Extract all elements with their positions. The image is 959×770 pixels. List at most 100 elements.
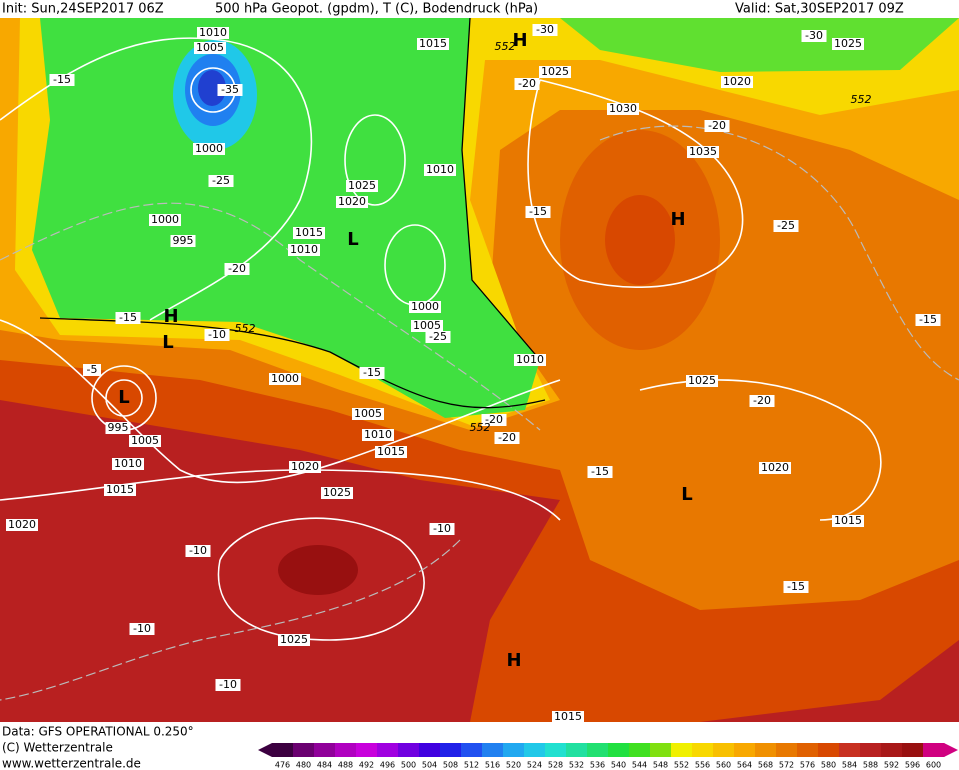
pressure-center: H	[670, 209, 685, 230]
pressure-label-box	[352, 408, 384, 420]
pressure-label-box	[607, 103, 639, 115]
temperature-label: -20	[753, 394, 771, 407]
temperature-label: -35	[221, 83, 239, 96]
temperature-label: -20	[485, 413, 503, 426]
temperature-label-box	[494, 432, 520, 444]
colorbar-swatch	[713, 743, 735, 757]
pressure-label-box	[417, 38, 449, 50]
pressure-label: 1000	[151, 213, 179, 226]
pressure-label: 1010	[199, 26, 227, 39]
pressure-label: 1020	[723, 75, 751, 88]
temperature-label-box	[514, 78, 540, 90]
colorbar-label: 596	[905, 761, 920, 770]
pressure-label: 1005	[196, 41, 224, 54]
pressure-label: 1025	[280, 633, 308, 646]
temperature-label: -15	[119, 311, 137, 324]
pressure-label: 1025	[541, 65, 569, 78]
colorbar-swatch	[419, 743, 441, 757]
pressure-label: 1025	[834, 37, 862, 50]
colorbar-label: 508	[443, 761, 458, 770]
temperature-label: -20	[518, 77, 536, 90]
colorbar-label: 500	[401, 761, 416, 770]
map-title: 500 hPa Geopot. (gpdm), T (C), Bodendruc…	[215, 2, 538, 17]
temperature-label: -20	[228, 262, 246, 275]
pressure-label: 1010	[364, 428, 392, 441]
pressure-label: 1020	[8, 518, 36, 531]
colorbar-swatch	[272, 743, 294, 757]
pressure-label: 1035	[689, 145, 717, 158]
pressure-label: 1010	[426, 163, 454, 176]
pressure-label-box	[832, 515, 864, 527]
colorbar-swatch	[818, 743, 840, 757]
colorbar-label: 544	[632, 761, 647, 770]
pressure-label-box	[194, 42, 226, 54]
isotherm	[0, 202, 541, 431]
pressure-label: 1020	[291, 460, 319, 473]
temperature-label-box	[83, 364, 101, 376]
temperature-label-box	[49, 74, 75, 86]
colorbar-swatch	[923, 743, 945, 757]
isobar	[0, 319, 561, 484]
colorbar-label: 548	[653, 761, 668, 770]
colorbar-swatch	[797, 743, 819, 757]
pressure-label: 1020	[761, 461, 789, 474]
pressure-label: 995	[173, 234, 194, 247]
temperature-label: -10	[219, 678, 237, 691]
pressure-center: H	[512, 30, 527, 51]
temperature-label: -15	[363, 366, 381, 379]
temperature-label: -15	[787, 580, 805, 593]
data-source: Data: GFS OPERATIONAL 0.250°	[2, 725, 194, 739]
pressure-label: 1015	[377, 445, 405, 458]
colorbar-swatch	[692, 743, 714, 757]
pressure-label-box	[278, 634, 310, 646]
colorbar-label: 560	[716, 761, 731, 770]
colorbar-label: 552	[674, 761, 689, 770]
colorbar-swatch	[356, 743, 378, 757]
height-label: 552	[851, 93, 872, 106]
pressure-label-box	[129, 435, 161, 447]
pressure-label-box	[197, 27, 229, 39]
pressure-label-box	[105, 422, 131, 434]
pressure-label: 1025	[348, 179, 376, 192]
isotherm	[599, 125, 959, 381]
pressure-label: 1000	[271, 372, 299, 385]
colorbar-label: 584	[842, 761, 857, 770]
colorbar-label: 476	[275, 761, 290, 770]
pressure-label-box	[149, 214, 181, 226]
colorbar-label: 504	[422, 761, 437, 770]
colorbar-swatch	[335, 743, 357, 757]
temperature-label: -30	[536, 23, 554, 36]
colorbar-label: 568	[758, 761, 773, 770]
temperature-label-box	[217, 84, 243, 96]
temperature-label: -10	[208, 328, 226, 341]
field-548	[560, 18, 959, 72]
temperature-label-box	[704, 120, 730, 132]
pressure-label: 1010	[516, 353, 544, 366]
colorbar-label: 540	[611, 761, 626, 770]
field-580-core	[605, 195, 675, 285]
isobar	[344, 114, 406, 206]
pressure-label-box	[362, 429, 394, 441]
pressure-label: 1030	[609, 102, 637, 115]
temperature-label-box	[208, 175, 234, 187]
temperature-label: -30	[805, 29, 823, 42]
temperature-label: -15	[591, 465, 609, 478]
colorbar-swatch	[524, 743, 546, 757]
temperature-label-box	[115, 312, 141, 324]
colorbar-label: 588	[863, 761, 878, 770]
colorbar-label: 528	[548, 761, 563, 770]
pressure-center: L	[347, 229, 358, 250]
field-596	[278, 545, 358, 595]
pressure-label-box	[686, 375, 718, 387]
colorbar-swatch	[377, 743, 399, 757]
pressure-label-box	[721, 76, 753, 88]
colorbar-label: 532	[569, 761, 584, 770]
pressure-label-box	[514, 354, 546, 366]
colorbar-label: 592	[884, 761, 899, 770]
colorbar-label: 556	[695, 761, 710, 770]
pressure-label-box	[552, 711, 584, 723]
pressure-label: 1005	[354, 407, 382, 420]
pressure-label-box	[6, 519, 38, 531]
pressure-label: 1000	[411, 300, 439, 313]
pressure-label-box	[193, 143, 225, 155]
